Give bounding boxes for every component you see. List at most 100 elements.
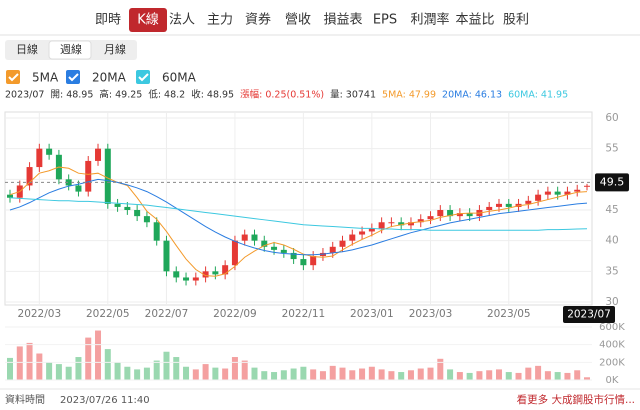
tab[interactable]: 本益比 [455,13,494,28]
tab[interactable]: 資券 [245,12,271,28]
volume-bar [319,371,326,380]
candle-body [584,185,590,187]
volume-bar [192,369,199,380]
volume-bar [554,372,561,380]
volume-bar [466,372,473,380]
candle-body [271,246,278,250]
tab[interactable]: 損益表 [323,13,362,28]
candle-body [495,203,502,207]
candle-body [163,240,170,272]
volume-bar [46,362,53,380]
volume-bar [437,358,444,380]
volume-bar [212,367,219,380]
check [8,73,19,82]
volume-bar [535,365,542,380]
ma-line [9,166,588,277]
volume-bar [584,377,590,380]
x-tick-label: 2022/11 [282,308,326,320]
info-item: 60MA: 41.95 [508,90,568,101]
volume-tick-label: 0K [606,375,619,386]
candle-body [143,216,150,223]
tab[interactable]: 主力 [207,13,233,28]
volume-bar [525,367,532,380]
volume-bar [564,372,571,380]
volume-bar [163,351,170,380]
info-item: 20MA: 46.13 [442,90,502,101]
volume-bar [85,337,92,380]
candle-body [349,234,356,241]
volume-bar [153,360,160,380]
volume-bar [378,369,385,380]
candle-body [222,265,229,275]
candle-body [183,277,190,281]
volume-bar [173,357,180,380]
last-price-label: 49.5 [600,175,625,188]
candle-body [251,234,258,241]
candle-body [388,222,395,224]
tab[interactable]: K線 [137,12,159,28]
volume-bar [202,364,209,380]
volume-bar [75,357,82,380]
candle-body [378,222,385,229]
volume-bar [231,357,238,380]
check [68,73,79,82]
volume-bar [407,370,414,380]
x-tick-label: 2023/03 [409,308,453,320]
period-tab[interactable]: 週線 [60,42,82,56]
candle-body [85,160,92,192]
tab[interactable]: 利潤率 [410,12,449,28]
candle-body [241,234,248,241]
legend-checkbox[interactable] [136,70,150,84]
volume-bar [339,367,346,380]
volume-tick-label: 200K [599,357,625,368]
legend-checkbox[interactable] [66,70,80,84]
candle-body [300,259,307,266]
y-tick-label: 60 [605,112,618,124]
candle-body [339,240,346,247]
tab[interactable]: 股利 [503,13,529,28]
ma-line [9,178,588,256]
cursor-label: 2023/07 [567,309,611,321]
candle-body [192,277,199,281]
cursor-box [563,306,615,323]
candle-body [124,206,131,210]
candle-body [486,206,493,210]
volume-tick-label: 600K [599,322,625,333]
candle-body [525,200,532,204]
plot-frame [4,111,593,306]
info-item: 量: 30741 [330,90,376,101]
tab[interactable]: EPS [373,13,397,28]
volume-bar [329,365,336,380]
volume-bar [515,372,522,380]
period-tab[interactable]: 月線 [104,42,126,56]
candle-body [65,179,72,186]
info-item: 2023/07 [5,90,44,101]
volume-bar [544,371,551,380]
info-item: 5MA: 47.99 [382,90,436,101]
active-period [48,40,92,60]
volume-bar [495,369,502,380]
period-tab[interactable]: 日線 [16,42,38,56]
volume-bar [222,368,229,380]
candle-body [7,194,13,198]
legend-label: 60MA [162,71,197,85]
tab[interactable]: 法人 [169,13,195,28]
tab[interactable]: 營收 [285,13,311,28]
legend-checkbox[interactable] [6,70,20,84]
candle-body [359,231,366,235]
x-tick-label: 2022/03 [18,308,62,320]
x-tick-label: 2022/07 [145,308,189,320]
candle-body [153,222,160,241]
info-item: 開: 48.95 [50,90,93,101]
info-item: 收: 48.95 [191,89,234,101]
tab[interactable]: 即時 [95,13,121,28]
candle-body [173,271,180,278]
info-item: 漲幅: 0.25(0.51%) [240,89,324,101]
candle-body [114,203,121,207]
footer-link[interactable]: 看更多 大成鋼股市行情... [517,393,635,406]
volume-bar [447,369,454,380]
candle-body [95,148,102,161]
candle-body [554,191,561,195]
y-tick-label: 35 [605,265,618,277]
